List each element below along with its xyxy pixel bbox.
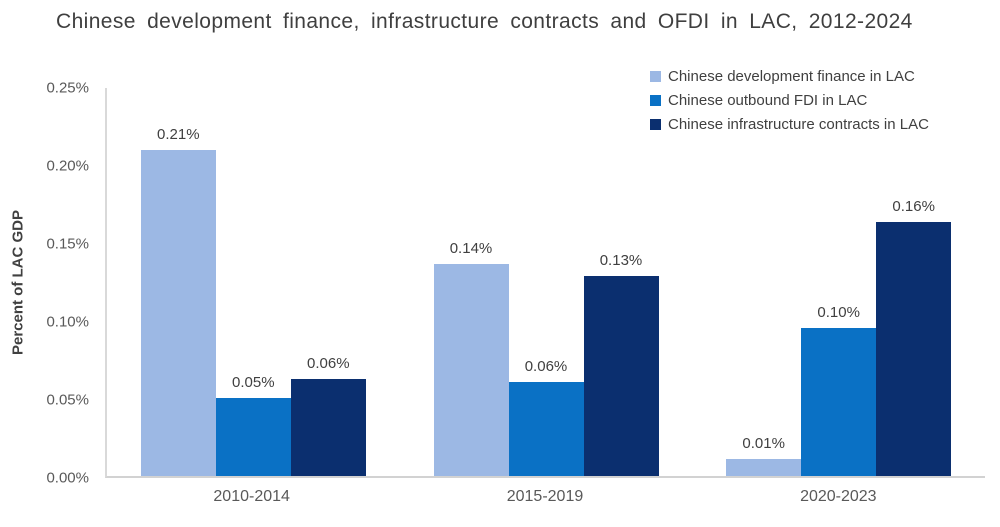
bar-value-label: 0.06% (524, 358, 568, 375)
x-axis-category-labels: 2010-2014 2015-2019 2020-2023 (105, 488, 985, 506)
y-tick-label: 0.00% (46, 469, 89, 487)
bar-group-2020-2023: 0.01% 0.10% 0.16% (692, 88, 985, 476)
bar-wrap: 0.21% (140, 126, 216, 476)
bar-series0-2020-2023 (726, 459, 802, 476)
bar-series1-2015-2019 (508, 382, 584, 476)
bar-wrap: 0.14% (433, 240, 509, 476)
legend-item-1: Chinese outbound FDI in LAC (650, 92, 929, 109)
legend-item-2: Chinese infrastructure contracts in LAC (650, 116, 929, 133)
bar-series2-2015-2019 (583, 276, 659, 476)
legend-label: Chinese infrastructure contracts in LAC (668, 116, 929, 133)
bar-group-2010-2014: 0.21% 0.05% 0.06% (107, 88, 400, 476)
bar-value-label: 0.13% (599, 252, 643, 269)
bar-value-label: 0.05% (232, 374, 275, 391)
chart-title: Chinese development finance, infrastruct… (56, 10, 913, 33)
bar-series2-2020-2023 (876, 222, 952, 476)
y-tick-label: 0.15% (46, 235, 89, 253)
bar-wrap: 0.05% (215, 374, 291, 476)
bar-wrap: 0.16% (876, 198, 952, 476)
bar-series2-2010-2014 (290, 379, 366, 476)
legend-label: Chinese outbound FDI in LAC (668, 92, 868, 109)
legend-label: Chinese development finance in LAC (668, 68, 915, 85)
bar-wrap: 0.01% (726, 435, 802, 476)
bar-wrap: 0.13% (583, 252, 659, 476)
bar-wrap: 0.06% (290, 355, 366, 476)
y-axis-tick-labels: 0.25% 0.20% 0.15% 0.10% 0.05% 0.00% (0, 80, 97, 487)
x-category-label: 2020-2023 (800, 488, 877, 505)
legend-item-0: Chinese development finance in LAC (650, 68, 929, 85)
bar-wrap: 0.06% (508, 358, 584, 476)
bar-series1-2020-2023 (801, 328, 877, 476)
bar-value-label: 0.16% (892, 198, 935, 215)
bar-value-label: 0.21% (157, 126, 200, 143)
legend: Chinese development finance in LAC Chines… (650, 68, 929, 133)
y-tick-label: 0.05% (46, 391, 89, 409)
legend-swatch-icon (650, 119, 661, 130)
bar-wrap: 0.10% (801, 304, 877, 476)
bar-value-label: 0.10% (817, 304, 860, 321)
plot-area: 0.21% 0.05% 0.06% 0.14% 0.06% 0.13% 0.01% 0.10%… (105, 88, 985, 478)
bar-series1-2010-2014 (215, 398, 291, 476)
bar-value-label: 0.01% (742, 435, 785, 452)
y-tick-label: 0.25% (46, 79, 89, 97)
bar-value-label: 0.06% (307, 355, 350, 372)
bar-series0-2010-2014 (140, 150, 216, 476)
bar-group-2015-2019: 0.14% 0.06% 0.13% (400, 88, 693, 476)
bar-value-label: 0.14% (449, 240, 493, 257)
y-tick-label: 0.20% (46, 157, 89, 175)
bar-series0-2015-2019 (433, 264, 509, 476)
legend-swatch-icon (650, 95, 661, 106)
x-category-label: 2010-2014 (213, 488, 290, 505)
legend-swatch-icon (650, 71, 661, 82)
x-category-label: 2015-2019 (506, 488, 584, 505)
y-tick-label: 0.10% (46, 313, 89, 331)
